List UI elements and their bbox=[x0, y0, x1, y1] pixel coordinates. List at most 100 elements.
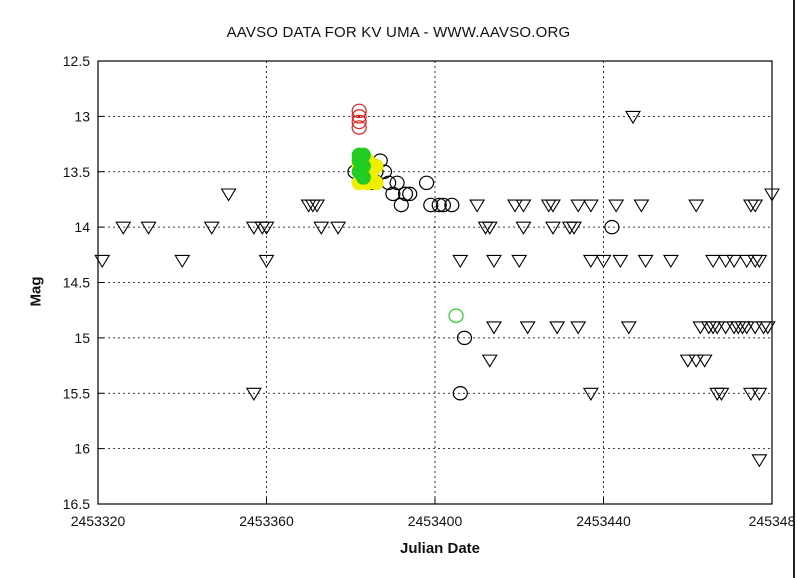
data-point-triangle bbox=[637, 254, 654, 269]
data-point-circle bbox=[389, 175, 405, 191]
data-point-circle bbox=[452, 386, 468, 401]
y-tick-label: 13 bbox=[74, 108, 90, 124]
data-point-triangle bbox=[94, 254, 111, 269]
data-point-triangle bbox=[566, 221, 582, 235]
data-point-triangle bbox=[203, 221, 220, 235]
data-point-triangle bbox=[485, 321, 502, 335]
data-point-triangle bbox=[485, 254, 502, 269]
data-point-circle bbox=[351, 114, 367, 130]
data-point-triangle bbox=[245, 221, 262, 235]
data-point-circle bbox=[435, 197, 452, 213]
data-point-circle bbox=[418, 175, 435, 191]
data-point-triangle bbox=[140, 221, 157, 235]
data-point-triangle bbox=[742, 387, 759, 401]
data-point-triangle bbox=[738, 321, 755, 335]
data-point-triangle bbox=[481, 354, 498, 368]
data-point-triangle bbox=[507, 199, 524, 213]
data-point-triangle bbox=[582, 199, 599, 213]
data-point-triangle bbox=[570, 321, 587, 335]
data-point-circle bbox=[431, 197, 447, 213]
data-point-triangle bbox=[469, 199, 486, 213]
y-axis-label: Mag bbox=[27, 276, 45, 307]
data-point-filled bbox=[368, 158, 384, 174]
data-point-triangle bbox=[717, 321, 734, 335]
data-point-circle bbox=[448, 308, 464, 323]
data-point-circle bbox=[402, 186, 418, 202]
data-point-circle bbox=[604, 219, 620, 235]
data-point-circle bbox=[444, 197, 460, 213]
data-point-triangle bbox=[309, 199, 326, 213]
data-point-triangle bbox=[620, 321, 637, 335]
x-tick-label: 2453360 bbox=[239, 513, 294, 529]
data-point-triangle bbox=[713, 387, 730, 401]
x-tick-label: 2453440 bbox=[576, 513, 631, 529]
x-tick-label: 245348 bbox=[749, 513, 796, 529]
data-point-triangle bbox=[747, 199, 764, 213]
data-point-triangle bbox=[452, 254, 469, 269]
data-point-triangle bbox=[330, 221, 347, 235]
y-tick-label: 15 bbox=[74, 330, 90, 346]
y-tick-label: 14 bbox=[74, 219, 90, 235]
y-tick-label: 16 bbox=[74, 441, 90, 457]
data-point-triangle bbox=[515, 221, 532, 235]
data-point-triangle bbox=[595, 254, 612, 269]
data-point-circle bbox=[385, 186, 401, 202]
data-point-triangle bbox=[258, 254, 275, 269]
data-point-triangle bbox=[220, 188, 237, 202]
data-point-triangle bbox=[717, 254, 734, 269]
data-point-triangle bbox=[544, 199, 561, 213]
data-point-triangle bbox=[747, 321, 764, 335]
y-tick-label: 14.5 bbox=[63, 275, 90, 291]
data-point-triangle bbox=[688, 199, 705, 213]
x-tick-label: 2453320 bbox=[71, 513, 126, 529]
data-point-triangle bbox=[612, 254, 629, 269]
data-point-triangle bbox=[258, 221, 275, 235]
data-point-triangle bbox=[515, 199, 532, 213]
data-point-filled bbox=[355, 169, 371, 185]
data-point-triangle bbox=[633, 199, 650, 213]
data-point-circle bbox=[397, 186, 414, 202]
x-tick-label: 2453400 bbox=[408, 513, 463, 529]
right-border bbox=[793, 0, 795, 578]
data-point-triangle bbox=[549, 321, 566, 335]
data-point-circle bbox=[456, 330, 473, 346]
data-point-triangle bbox=[726, 254, 743, 269]
data-point-triangle bbox=[115, 221, 132, 235]
data-point-triangle bbox=[759, 321, 776, 335]
y-tick-label: 16.5 bbox=[63, 496, 90, 512]
y-tick-label: 12.5 bbox=[63, 53, 90, 69]
data-point-circle bbox=[423, 197, 439, 213]
data-point-triangle bbox=[696, 354, 713, 368]
data-point-triangle bbox=[582, 254, 599, 269]
data-point-triangle bbox=[544, 221, 561, 235]
data-point-triangle bbox=[751, 254, 768, 269]
data-point-triangle bbox=[751, 454, 768, 468]
data-point-triangle bbox=[662, 254, 679, 269]
data-point-circle bbox=[351, 120, 367, 135]
data-point-triangle bbox=[245, 387, 262, 401]
data-point-triangle bbox=[511, 254, 528, 269]
data-point-triangle bbox=[625, 110, 641, 125]
data-point-filled bbox=[368, 175, 384, 191]
data-point-triangle bbox=[570, 199, 587, 213]
data-point-triangle bbox=[313, 221, 330, 235]
data-point-triangle bbox=[705, 254, 722, 269]
data-point-triangle bbox=[174, 254, 191, 269]
data-point-triangle bbox=[481, 221, 498, 235]
data-point-triangle bbox=[688, 354, 705, 368]
plot-frame bbox=[97, 60, 773, 505]
y-tick-label: 13.5 bbox=[63, 164, 90, 180]
data-point-circle bbox=[351, 109, 367, 124]
data-point-circle bbox=[393, 197, 409, 213]
data-point-triangle bbox=[608, 199, 625, 213]
chart-title: AAVSO DATA FOR KV UMA - WWW.AAVSO.ORG bbox=[226, 24, 571, 41]
data-point-triangle bbox=[582, 387, 599, 401]
data-point-triangle bbox=[692, 321, 709, 335]
data-point-triangle bbox=[709, 321, 726, 335]
data-point-triangle bbox=[679, 354, 696, 368]
data-point-triangle bbox=[738, 254, 755, 269]
data-point-triangle bbox=[751, 387, 768, 401]
x-axis-label: Julian Date bbox=[399, 540, 481, 557]
